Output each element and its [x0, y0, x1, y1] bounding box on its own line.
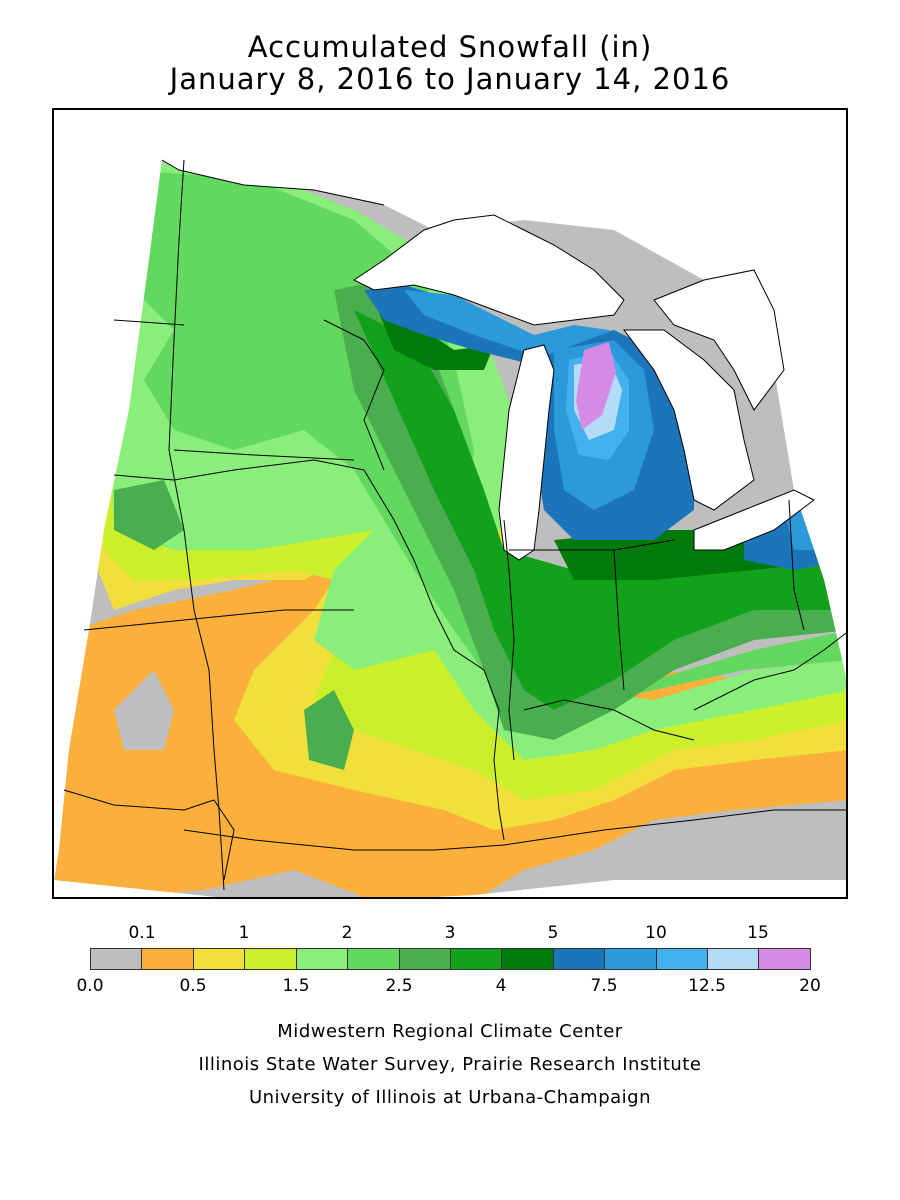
legend-swatch: [552, 948, 606, 970]
legend-swatch: [141, 948, 194, 970]
legend-swatch: [449, 948, 503, 970]
ontario-region: [653, 269, 785, 411]
legend-bottom-label: 0.0: [76, 976, 104, 996]
legend-swatch: [655, 948, 709, 970]
credit-line: University of Illinois at Urbana-Champai…: [248, 1087, 652, 1108]
legend-swatch: [347, 948, 400, 970]
legend-top-label: 5: [547, 923, 559, 943]
legend-top-label: 2: [341, 923, 353, 943]
legend-bottom-label: 1.5: [282, 976, 310, 996]
legend-swatch: [398, 948, 451, 970]
lake-superior: [353, 214, 625, 326]
legend-swatch: [707, 948, 760, 970]
legend-bottom-label: 0.5: [179, 976, 207, 996]
map-date-range: January 8, 2016 to January 14, 2016: [169, 62, 731, 96]
legend-top-label: 10: [645, 923, 667, 943]
snowfall-map: [52, 108, 848, 899]
lake-huron: [623, 329, 755, 511]
legend-bottom-label: 12.5: [688, 976, 726, 996]
legend-swatch: [604, 948, 657, 970]
legend-bottom-label: 4: [495, 976, 507, 996]
legend-swatch: [295, 948, 349, 970]
legend-swatch: [758, 948, 811, 970]
legend-bottom-label: 2.5: [385, 976, 413, 996]
legend-bottom-label: 20: [799, 976, 821, 996]
snowfall-map-svg: [54, 159, 846, 897]
credit-line: Illinois State Water Survey, Prairie Res…: [198, 1054, 702, 1075]
legend-swatch: [244, 948, 297, 970]
lake-erie: [693, 489, 815, 551]
legend-top-label: 3: [444, 923, 456, 943]
credit-line: Midwestern Regional Climate Center: [277, 1021, 623, 1042]
legend-bottom-label: 7.5: [590, 976, 618, 996]
color-legend: [90, 948, 811, 970]
legend-top-label: 15: [747, 923, 769, 943]
legend-swatch: [90, 948, 143, 970]
legend-top-label: 0.1: [128, 923, 156, 943]
legend-swatch: [501, 948, 554, 970]
map-title: Accumulated Snowfall (in): [247, 30, 653, 64]
legend-swatch: [192, 948, 246, 970]
legend-top-label: 1: [238, 923, 250, 943]
